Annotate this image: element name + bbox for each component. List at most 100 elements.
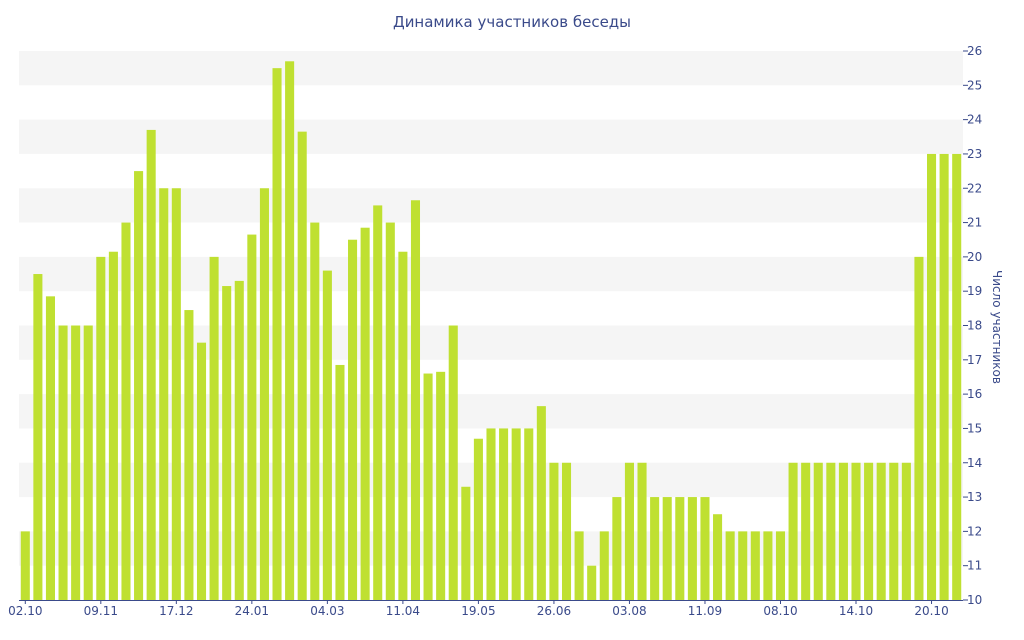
bar (650, 497, 660, 600)
y-tick-label: 19 (967, 284, 982, 298)
bar (96, 256, 106, 600)
y-tick-label: 24 (967, 113, 982, 127)
x-tick-label: 11.09 (688, 604, 722, 618)
bar (234, 280, 244, 600)
bar (184, 310, 194, 600)
bar (436, 371, 446, 600)
bar (159, 188, 169, 600)
bar-series (20, 61, 962, 600)
chart-title: Динамика участников беседы (392, 13, 632, 31)
y-tick-label: 22 (967, 181, 982, 195)
y-tick-label: 25 (967, 78, 982, 92)
bar (171, 188, 181, 600)
y-tick-label: 16 (967, 387, 982, 401)
bar (259, 188, 269, 600)
x-tick-label: 20.10 (914, 604, 948, 618)
bar (134, 171, 144, 600)
y-tick-label: 20 (967, 250, 982, 264)
bar (738, 531, 748, 600)
bar (826, 462, 836, 600)
bar (272, 68, 282, 600)
bar (637, 462, 647, 600)
grid-band (19, 51, 963, 86)
x-tick-label: 03.08 (612, 604, 646, 618)
bar (561, 462, 572, 600)
y-tick-label: 23 (967, 147, 982, 161)
bar (83, 325, 93, 600)
bar (71, 325, 81, 600)
bar (20, 531, 30, 600)
bar (524, 428, 534, 600)
x-tick-label: 14.10 (839, 604, 873, 618)
y-tick-label: 18 (967, 319, 982, 333)
grid-band (19, 119, 963, 154)
bar (763, 531, 773, 600)
bar (587, 565, 597, 600)
bar (385, 222, 395, 600)
bar (700, 497, 710, 600)
bar (750, 531, 760, 600)
bar (45, 296, 55, 600)
y-tick-label: 10 (967, 593, 982, 607)
bar (838, 462, 848, 600)
bar (121, 222, 131, 600)
y-tick-label: 12 (967, 524, 982, 538)
bar (713, 514, 723, 600)
bar (599, 531, 609, 600)
bar (725, 531, 735, 600)
y-tick-label: 21 (967, 216, 982, 230)
y-tick-label: 26 (967, 44, 982, 58)
bar (310, 222, 320, 600)
bar (58, 325, 68, 600)
y-axis: 10 11 12 13 14 15 16 17 18 19 20 21 22 23 24 25 26 (963, 44, 982, 607)
x-tick-label: 09.11 (84, 604, 118, 618)
bar (360, 227, 370, 600)
bar (876, 462, 886, 600)
bar (146, 129, 156, 600)
bar (612, 497, 622, 600)
x-tick-label: 19.05 (461, 604, 495, 618)
bar (461, 486, 471, 600)
x-tick-label: 02.10 (8, 604, 42, 618)
bar (209, 256, 219, 600)
y-tick-label: 14 (967, 456, 982, 470)
bar (624, 462, 634, 600)
bar (775, 531, 786, 600)
y-axis-label: Число участников (990, 270, 1004, 384)
bar (423, 373, 433, 600)
bar (662, 497, 672, 600)
x-tick-label: 04.03 (310, 604, 344, 618)
bar (914, 256, 924, 600)
bar (889, 462, 899, 600)
bar (348, 239, 358, 600)
y-tick-label: 15 (967, 421, 982, 435)
x-tick-label: 17.12 (159, 604, 193, 618)
y-tick-label: 11 (967, 559, 982, 573)
bar (851, 462, 861, 600)
bar (939, 153, 949, 600)
bar (813, 462, 823, 600)
bar (511, 428, 521, 600)
bar (448, 325, 458, 600)
bar (335, 364, 345, 600)
bar (33, 274, 43, 600)
bar (373, 205, 383, 600)
x-tick-label: 26.06 (537, 604, 571, 618)
bar (687, 497, 697, 600)
bar (574, 531, 584, 600)
bar (410, 200, 421, 600)
bar (196, 342, 207, 600)
bar (788, 462, 798, 600)
x-tick-label: 24.01 (235, 604, 269, 618)
bar (864, 462, 874, 600)
bar (927, 153, 937, 600)
bar (322, 270, 332, 600)
bar (486, 428, 496, 600)
x-axis: 02.10 09.11 17.12 24.01 04.03 11.04 19.05 26.06… (8, 600, 949, 618)
bar (108, 251, 118, 600)
bar (801, 462, 811, 600)
y-tick-label: 13 (967, 490, 982, 504)
bar (901, 462, 911, 600)
bar (499, 428, 509, 600)
